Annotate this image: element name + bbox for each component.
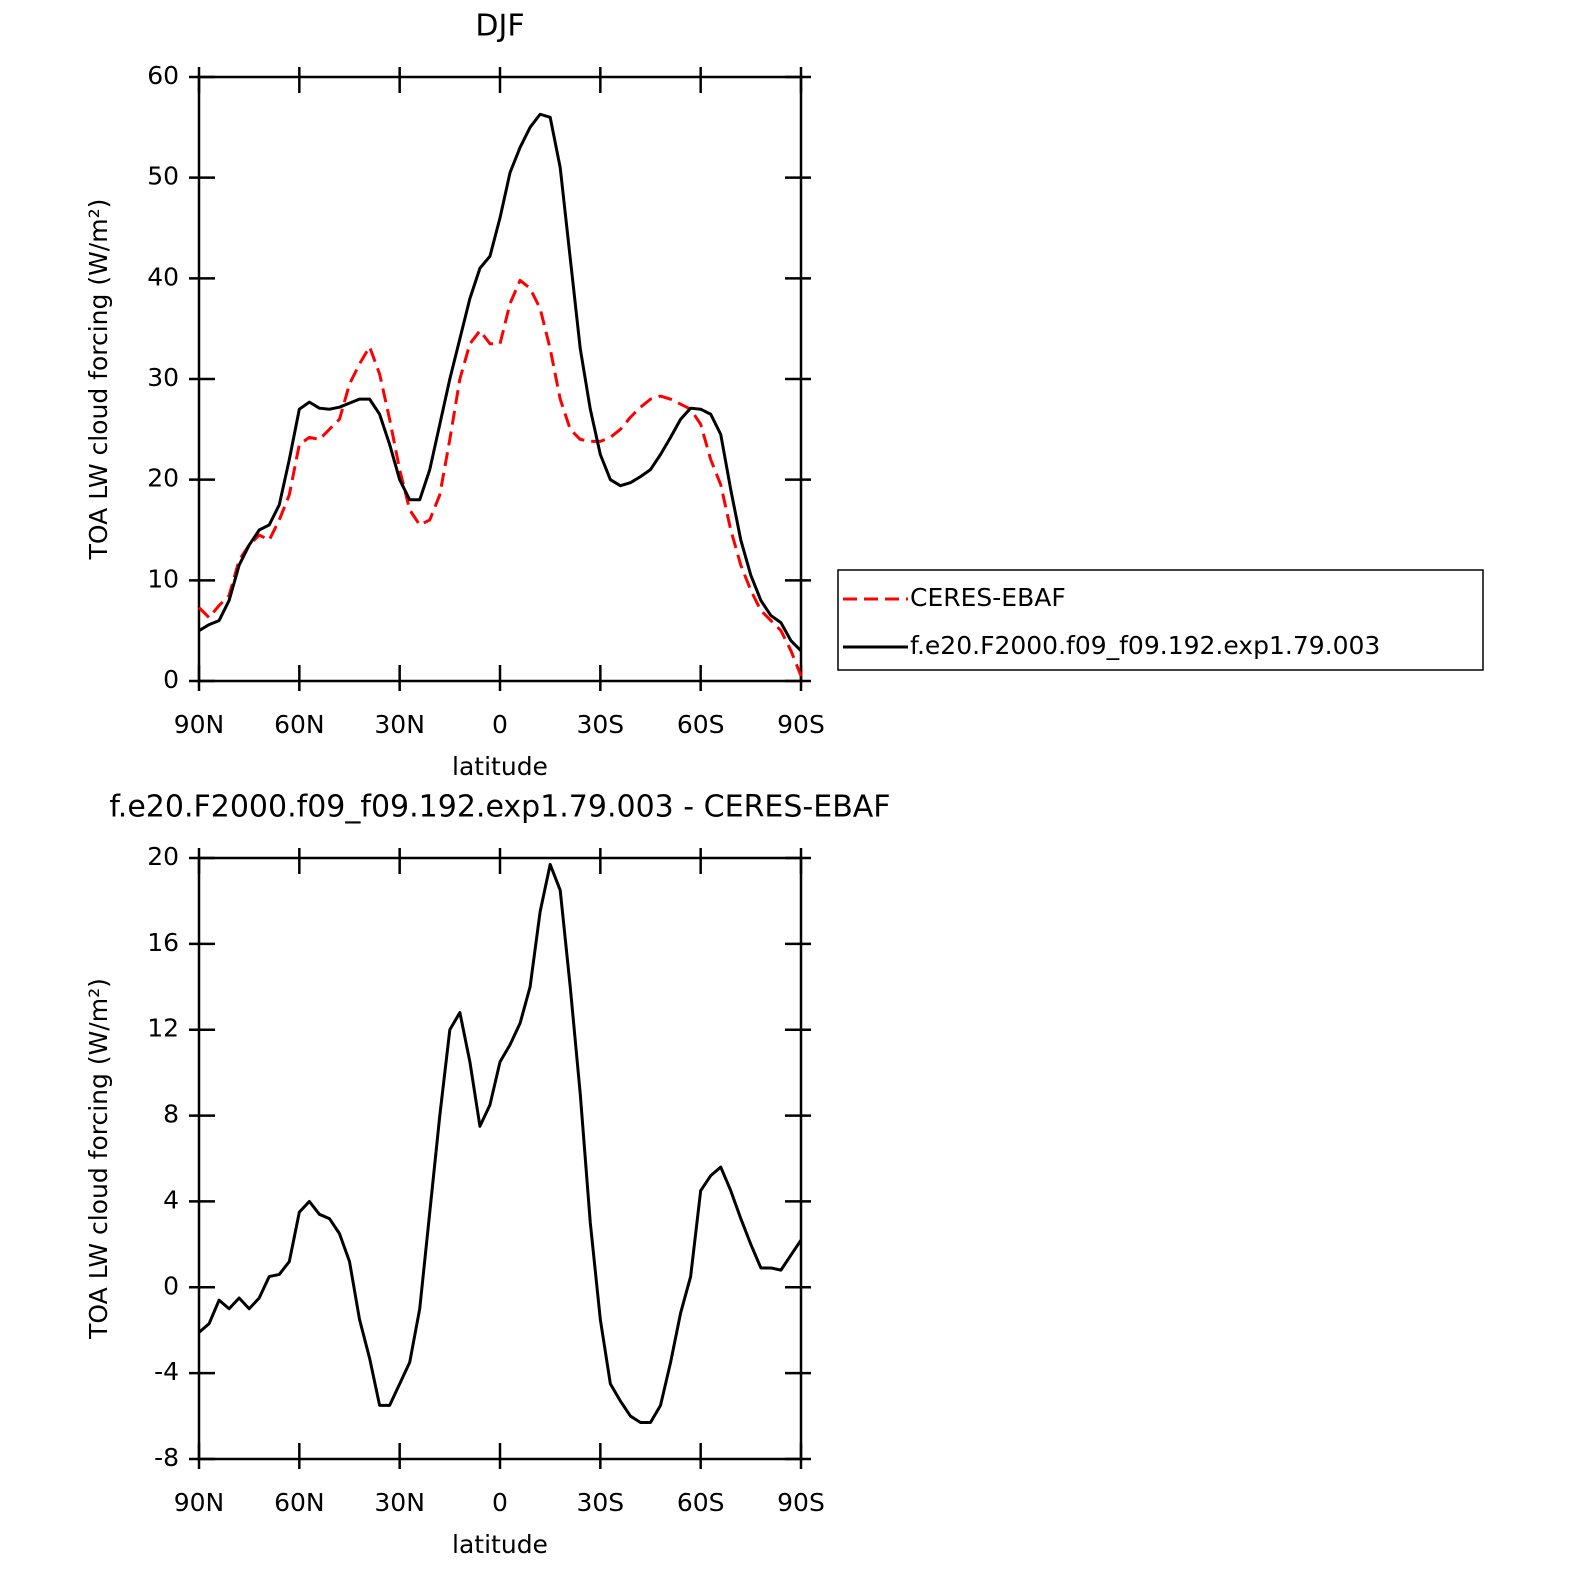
x-tick-label: 90S bbox=[777, 1488, 825, 1517]
y-tick-label: 0 bbox=[163, 665, 179, 694]
x-tick-label: 60N bbox=[274, 1488, 325, 1517]
x-tick-label: 60S bbox=[677, 1488, 725, 1517]
y-tick-label: 16 bbox=[147, 928, 179, 957]
y-tick-label: 50 bbox=[147, 162, 179, 191]
y-tick-label: 60 bbox=[147, 61, 179, 90]
y-tick-label: -8 bbox=[154, 1443, 179, 1472]
plot-frame bbox=[197, 75, 803, 683]
y-tick-label: 10 bbox=[147, 564, 179, 593]
chart-title: DJF bbox=[475, 9, 524, 44]
y-tick-label: 30 bbox=[147, 363, 179, 392]
x-tick-label: 60S bbox=[677, 710, 725, 739]
x-tick-label: 90N bbox=[174, 710, 225, 739]
x-tick-label: 30N bbox=[374, 710, 425, 739]
legend-label: CERES-EBAF bbox=[910, 583, 1066, 612]
x-tick-label: 0 bbox=[492, 710, 508, 739]
chart-title: f.e20.F2000.f09_f09.192.exp1.79.003 - CE… bbox=[109, 790, 890, 825]
y-tick-label: 8 bbox=[163, 1100, 179, 1129]
x-tick-label: 30N bbox=[374, 1488, 425, 1517]
y-tick-label: 0 bbox=[163, 1271, 179, 1300]
data-line bbox=[197, 278, 803, 677]
x-tick-label: 60N bbox=[274, 710, 325, 739]
data-line bbox=[198, 862, 803, 1425]
legend-box bbox=[837, 569, 1484, 671]
x-tick-label: 0 bbox=[492, 1488, 508, 1517]
y-axis-label: TOA LW cloud forcing (W/m²) bbox=[84, 978, 113, 1340]
x-tick-label: 90S bbox=[777, 710, 825, 739]
y-axis-label: TOA LW cloud forcing (W/m²) bbox=[84, 199, 113, 561]
x-axis-label: latitude bbox=[452, 1530, 548, 1559]
x-axis-label: latitude bbox=[452, 752, 548, 781]
x-tick-label: 30S bbox=[576, 710, 624, 739]
y-tick-label: 20 bbox=[147, 842, 179, 871]
data-line bbox=[198, 112, 803, 652]
plot-frame bbox=[197, 856, 803, 1461]
y-tick-label: 20 bbox=[147, 464, 179, 493]
y-tick-label: -4 bbox=[154, 1357, 179, 1386]
x-tick-label: 90N bbox=[174, 1488, 225, 1517]
legend-label: f.e20.F2000.f09_f09.192.exp1.79.003 bbox=[910, 631, 1380, 660]
y-tick-label: 4 bbox=[163, 1185, 179, 1214]
y-tick-label: 40 bbox=[147, 262, 179, 291]
x-tick-label: 30S bbox=[576, 1488, 624, 1517]
y-tick-label: 12 bbox=[147, 1014, 179, 1043]
